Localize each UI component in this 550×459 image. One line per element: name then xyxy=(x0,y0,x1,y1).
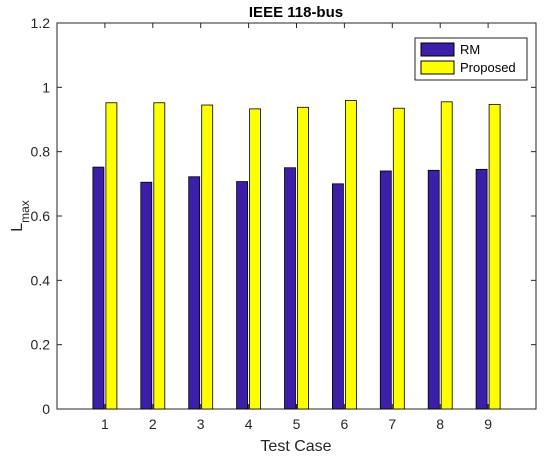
bar-rm-9 xyxy=(475,168,488,410)
bar-rm-8 xyxy=(427,169,440,410)
chart-title: IEEE 118-bus xyxy=(249,4,343,21)
x-tick-label: 7 xyxy=(388,416,396,432)
bar-proposed-4 xyxy=(249,108,262,410)
bar-proposed-7 xyxy=(392,107,405,410)
y-tick-label: 0 xyxy=(42,401,50,417)
bar-rm-2 xyxy=(140,181,153,410)
y-tick-label: 0.8 xyxy=(31,144,51,160)
x-tick-label: 5 xyxy=(293,416,301,432)
legend-swatch-proposed xyxy=(420,60,455,75)
x-tick-label: 1 xyxy=(101,416,109,432)
legend: RM Proposed xyxy=(414,37,528,81)
y-axis-label-group: Lmax xyxy=(9,200,32,232)
bar-proposed-3 xyxy=(201,104,214,410)
bar-proposed-6 xyxy=(344,100,357,410)
y-axis-label-subscript: max xyxy=(18,200,32,223)
bar-proposed-8 xyxy=(440,101,453,410)
bar-proposed-1 xyxy=(105,102,118,410)
bar-proposed-5 xyxy=(297,106,309,410)
legend-swatch-rm xyxy=(420,42,455,57)
plot-area xyxy=(56,22,537,410)
x-tick-label: 6 xyxy=(341,416,349,432)
y-tick-label: 0.2 xyxy=(31,337,51,353)
x-tick-label: 8 xyxy=(436,416,444,432)
bar-rm-5 xyxy=(284,167,296,410)
bar-proposed-9 xyxy=(488,103,501,410)
x-axis-ticks: 1 2 3 4 5 6 7 8 9 xyxy=(101,23,492,432)
y-axis-label-main: L xyxy=(9,223,26,232)
y-tick-label: 1 xyxy=(42,79,50,95)
x-tick-label: 9 xyxy=(484,416,492,432)
bars-group xyxy=(92,100,501,410)
y-tick-label: 0.4 xyxy=(31,272,51,288)
bar-rm-1 xyxy=(92,166,105,410)
y-tick-label: 1.2 xyxy=(31,15,51,31)
bar-rm-3 xyxy=(188,176,201,410)
y-axis-ticks: 0 0.2 0.4 0.6 0.8 1 1.2 xyxy=(31,15,536,417)
x-axis-label: Test Case xyxy=(260,438,331,455)
x-tick-label: 3 xyxy=(197,416,205,432)
x-tick-label: 2 xyxy=(149,416,157,432)
bar-rm-4 xyxy=(236,181,249,410)
legend-label-proposed: Proposed xyxy=(460,60,516,75)
bar-rm-7 xyxy=(379,170,392,410)
bar-proposed-2 xyxy=(153,102,166,410)
legend-label-rm: RM xyxy=(460,42,480,57)
y-axis-label: Lmax xyxy=(9,200,32,232)
x-tick-label: 4 xyxy=(245,416,253,432)
bar-rm-6 xyxy=(331,183,344,410)
y-tick-label: 0.6 xyxy=(31,208,51,224)
